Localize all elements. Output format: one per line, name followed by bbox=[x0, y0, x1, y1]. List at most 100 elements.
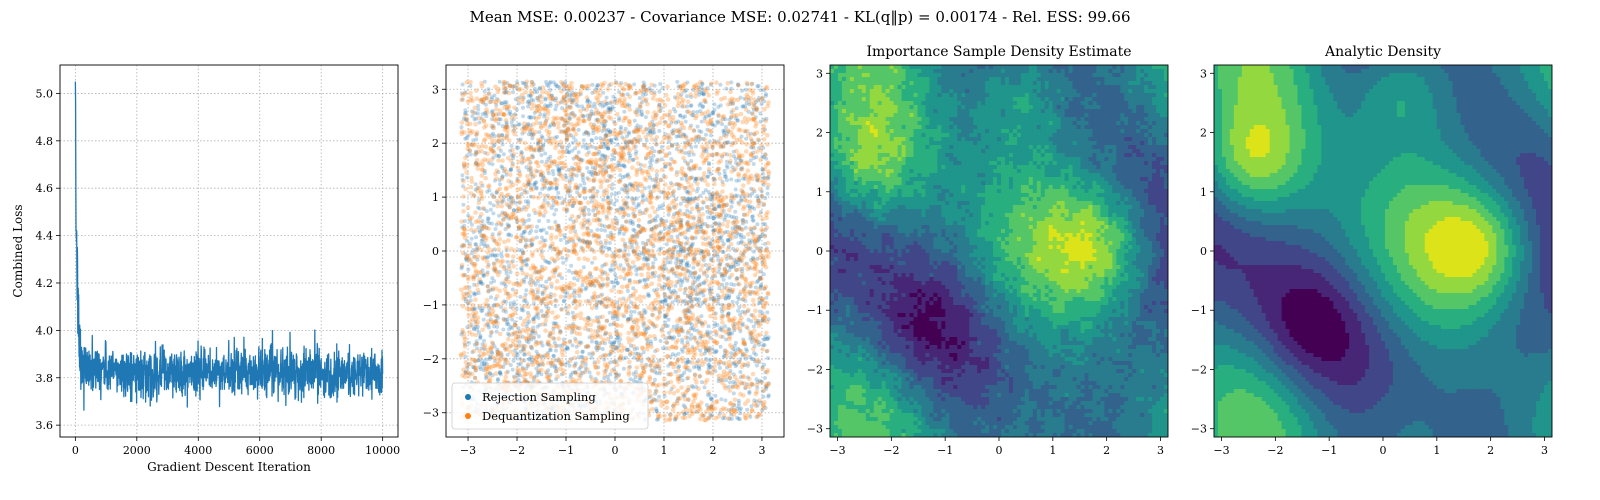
scatter-point bbox=[540, 313, 545, 318]
scatter-point bbox=[766, 174, 771, 179]
scatter-point bbox=[580, 104, 585, 109]
scatter-point bbox=[712, 350, 717, 355]
scatter-point bbox=[678, 201, 683, 206]
scatter-point bbox=[482, 223, 487, 228]
scatter-point bbox=[566, 311, 571, 316]
scatter-point bbox=[573, 146, 578, 151]
scatter-point bbox=[656, 382, 661, 388]
scatter-point bbox=[591, 208, 596, 213]
scatter-point bbox=[523, 378, 528, 382]
scatter-point bbox=[693, 179, 698, 184]
scatter-point bbox=[509, 200, 514, 205]
scatter-point bbox=[739, 235, 743, 240]
scatter-point bbox=[581, 265, 586, 270]
scatter-point bbox=[726, 238, 731, 242]
scatter-point bbox=[524, 244, 529, 250]
scatter-point bbox=[765, 337, 770, 341]
scatter-point bbox=[622, 129, 627, 134]
scatter-point bbox=[515, 220, 520, 224]
scatter-point bbox=[739, 274, 744, 279]
scatter-point bbox=[567, 115, 572, 120]
scatter-point bbox=[724, 337, 729, 342]
scatter-point bbox=[701, 92, 706, 97]
scatter-point bbox=[620, 135, 625, 140]
scatter-point bbox=[732, 322, 737, 327]
scatter-point bbox=[725, 102, 731, 107]
scatter-point bbox=[750, 111, 754, 116]
scatter-point bbox=[724, 293, 729, 298]
scatter-point bbox=[544, 231, 549, 235]
scatter-point bbox=[610, 186, 615, 191]
scatter-point bbox=[562, 98, 567, 103]
scatter-point bbox=[467, 148, 473, 153]
scatter-point bbox=[467, 241, 472, 246]
scatter-point bbox=[492, 324, 497, 329]
scatter-point bbox=[535, 95, 540, 100]
scatter-point bbox=[572, 276, 577, 281]
scatter-point bbox=[525, 321, 530, 326]
scatter-point bbox=[745, 192, 750, 197]
scatter-point bbox=[494, 168, 500, 173]
scatter-point bbox=[549, 281, 554, 287]
scatter-point bbox=[563, 305, 568, 310]
scatter-point bbox=[700, 235, 705, 240]
scatter-point bbox=[465, 153, 469, 158]
scatter-point bbox=[630, 198, 636, 203]
scatter-point bbox=[602, 376, 607, 381]
scatter-point bbox=[711, 216, 716, 221]
scatter-point bbox=[652, 334, 657, 339]
scatter-point bbox=[627, 94, 632, 100]
scatter-point bbox=[658, 109, 663, 113]
scatter-point bbox=[499, 354, 504, 359]
scatter-point bbox=[599, 300, 604, 305]
scatter-point bbox=[565, 253, 570, 258]
scatter-point bbox=[574, 173, 579, 178]
scatter-point bbox=[638, 124, 643, 129]
scatter-point bbox=[679, 223, 684, 228]
scatter-point bbox=[657, 371, 662, 376]
scatter-point bbox=[671, 193, 676, 198]
scatter-point bbox=[714, 190, 720, 195]
scatter-point bbox=[697, 374, 702, 379]
scatter-point bbox=[572, 288, 577, 293]
scatter-point bbox=[540, 358, 545, 364]
scatter-point bbox=[722, 353, 727, 358]
scatter-point bbox=[634, 365, 640, 370]
scatter-point bbox=[694, 360, 699, 366]
scatter-point bbox=[593, 170, 598, 175]
scatter-point bbox=[573, 138, 578, 143]
scatter-point bbox=[661, 274, 666, 279]
scatter-point bbox=[621, 296, 626, 301]
scatter-point bbox=[570, 148, 575, 153]
scatter-point bbox=[482, 79, 487, 84]
scatter-point bbox=[609, 138, 614, 143]
scatter-point bbox=[679, 220, 683, 225]
scatter-point bbox=[758, 234, 763, 239]
scatter-point bbox=[600, 104, 605, 109]
scatter-point bbox=[495, 89, 501, 95]
scatter-point bbox=[537, 212, 543, 218]
scatter-point bbox=[704, 132, 708, 137]
scatter-point bbox=[517, 200, 522, 205]
scatter-point bbox=[644, 327, 649, 331]
scatter-point bbox=[730, 384, 735, 389]
scatter-point bbox=[741, 337, 746, 342]
scatter-point bbox=[480, 358, 485, 363]
scatter-point bbox=[691, 216, 696, 221]
scatter-point bbox=[711, 228, 716, 233]
scatter-point bbox=[681, 115, 686, 120]
scatter-point bbox=[699, 224, 704, 229]
scatter-point bbox=[752, 103, 757, 108]
scatter-point bbox=[616, 305, 621, 310]
scatter-point bbox=[698, 267, 704, 273]
scatter-point bbox=[722, 128, 727, 133]
scatter-point bbox=[599, 153, 604, 158]
scatter-point bbox=[544, 304, 549, 309]
scatter-point bbox=[508, 301, 513, 306]
scatter-point bbox=[635, 346, 640, 351]
scatter-point bbox=[602, 99, 608, 105]
scatter-point bbox=[547, 260, 552, 265]
scatter-point bbox=[603, 245, 608, 250]
scatter-point bbox=[660, 86, 665, 90]
scatter-point bbox=[595, 83, 600, 88]
